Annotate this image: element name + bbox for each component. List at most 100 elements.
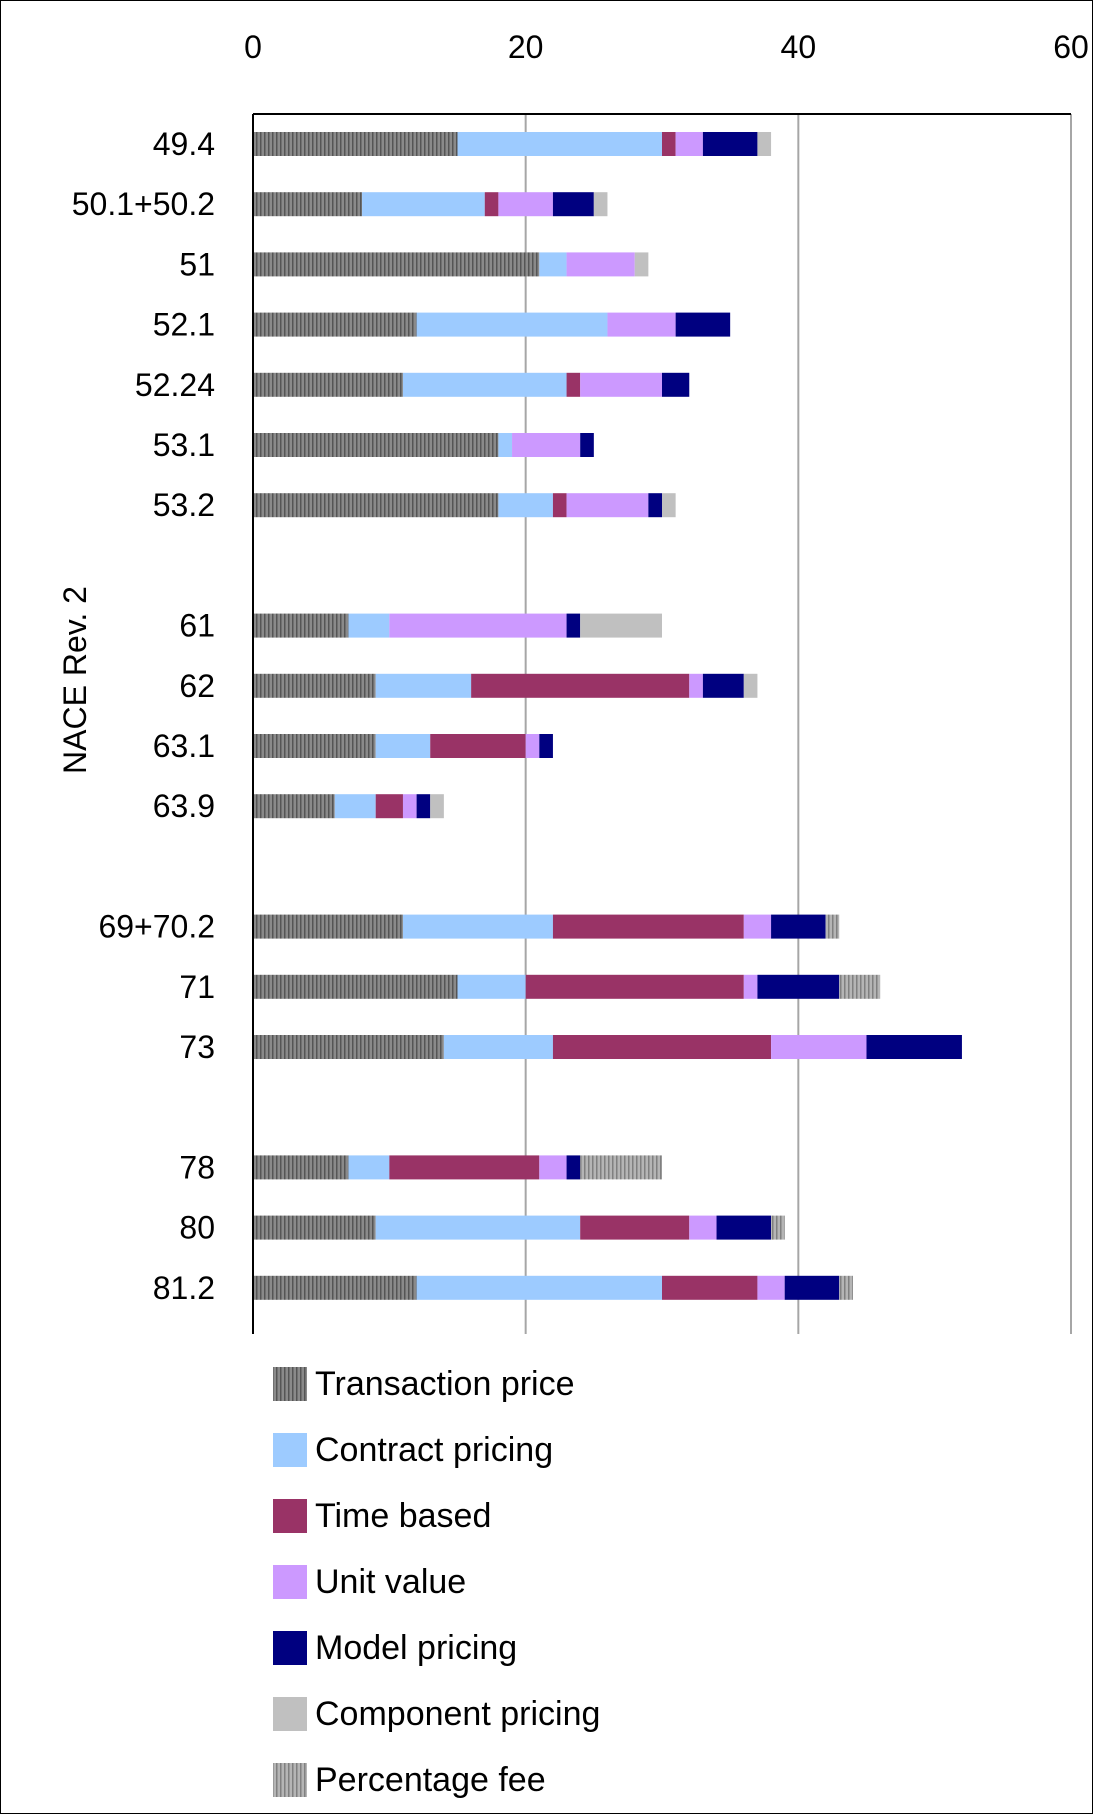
- category-label: 62: [179, 668, 215, 704]
- legend-swatch: [273, 1631, 307, 1665]
- bar-segment: [253, 372, 403, 397]
- bar-segment: [498, 433, 513, 457]
- category-label: 52.24: [135, 367, 215, 403]
- bar-segment: [253, 192, 363, 217]
- bar-segment: [593, 192, 608, 217]
- bar-segment: [389, 1155, 540, 1180]
- bar-segment: [334, 794, 376, 819]
- category-label: 80: [179, 1210, 215, 1246]
- bar-segment: [743, 673, 758, 698]
- bar-segment: [253, 673, 376, 698]
- grid-layer: [524, 114, 1072, 1334]
- bar-segment: [580, 1215, 690, 1240]
- bar-segment: [771, 1215, 785, 1240]
- legend-swatch: [273, 1763, 307, 1797]
- bar-segment: [362, 192, 485, 217]
- bar-segment: [743, 974, 758, 999]
- x-tick-label: 40: [781, 29, 817, 65]
- bar-segment: [689, 673, 703, 698]
- bar-segment: [552, 1035, 772, 1059]
- bar-segment: [539, 252, 567, 277]
- category-label: 51: [179, 246, 215, 282]
- y-axis-label: NACE Rev. 2: [57, 586, 93, 774]
- bar-segment: [662, 372, 690, 397]
- bar-segment: [253, 252, 540, 277]
- bar-segment: [566, 1155, 581, 1180]
- x-tick-label: 0: [244, 29, 262, 65]
- category-label: 73: [179, 1029, 215, 1065]
- legend: Transaction price Contract pricing Time ba…: [273, 1365, 600, 1799]
- bar-segment: [375, 734, 431, 758]
- bar-segment: [825, 914, 840, 939]
- category-label: 61: [179, 608, 215, 644]
- legend-label: Component pricing: [315, 1695, 600, 1733]
- bar-segment: [525, 974, 744, 999]
- bar-segment: [389, 613, 567, 638]
- category-label: 53.2: [153, 487, 215, 523]
- bar-segment: [716, 1215, 772, 1240]
- x-tick-label: 60: [1053, 29, 1089, 65]
- bar-segment: [580, 613, 662, 638]
- legend-swatch: [273, 1367, 307, 1401]
- bar-segment: [525, 734, 540, 758]
- category-label: 52.1: [153, 307, 215, 343]
- bar-segment: [634, 252, 649, 277]
- bar-segment: [253, 1215, 376, 1240]
- bar-segment: [743, 914, 772, 939]
- bar-segment: [375, 673, 472, 698]
- bar-segment: [566, 493, 649, 518]
- bar-segment: [702, 132, 758, 156]
- bar-segment: [253, 794, 335, 819]
- legend-swatch: [273, 1499, 307, 1533]
- bar-segment: [416, 1275, 662, 1300]
- bar-segment: [253, 734, 376, 758]
- bar-segment: [702, 673, 744, 698]
- legend-label: Time based: [315, 1497, 491, 1535]
- legend-swatch: [273, 1433, 307, 1467]
- bar-segment: [457, 974, 526, 999]
- bar-segment: [416, 794, 431, 819]
- category-label: 53.1: [153, 427, 215, 463]
- bar-segment: [771, 1035, 867, 1059]
- bar-segment: [416, 312, 608, 337]
- legend-swatch: [273, 1697, 307, 1731]
- bar-segment: [648, 493, 662, 518]
- bar-segment: [253, 914, 403, 939]
- bar-segment: [512, 433, 581, 457]
- bar-segment: [607, 312, 676, 337]
- bar-segment: [539, 1155, 567, 1180]
- bar-segment: [402, 794, 417, 819]
- bar-segment: [580, 372, 662, 397]
- bar-segment: [402, 914, 553, 939]
- bar-segment: [430, 734, 526, 758]
- bar-segment: [253, 974, 458, 999]
- legend-label: Model pricing: [315, 1629, 517, 1667]
- bar-segment: [498, 192, 553, 217]
- bar-segment: [771, 914, 826, 939]
- bar-segment: [484, 192, 499, 217]
- bar-segment: [253, 1275, 417, 1300]
- bar-segment: [566, 252, 635, 277]
- category-label: 69+70.2: [98, 909, 215, 945]
- bar-segment: [552, 493, 567, 518]
- category-label: 78: [179, 1149, 215, 1185]
- bar-segment: [662, 132, 676, 156]
- bar-segment: [580, 433, 594, 457]
- category-label: 63.9: [153, 788, 215, 824]
- legend-swatch: [273, 1565, 307, 1599]
- bar-segment: [675, 132, 703, 156]
- bar-segment: [348, 613, 390, 638]
- legend-label: Contract pricing: [315, 1431, 553, 1469]
- bar-segment: [253, 312, 417, 337]
- bar-segment: [839, 974, 881, 999]
- bar-segment: [253, 1035, 444, 1059]
- bar-segment: [498, 493, 553, 518]
- bar-segment: [566, 613, 581, 638]
- legend-label: Percentage fee: [315, 1761, 546, 1799]
- bar-segment: [471, 673, 690, 698]
- bar-segment: [662, 1275, 758, 1300]
- bar-segment: [430, 794, 444, 819]
- bar-segment: [402, 372, 567, 397]
- bar-segment: [552, 192, 594, 217]
